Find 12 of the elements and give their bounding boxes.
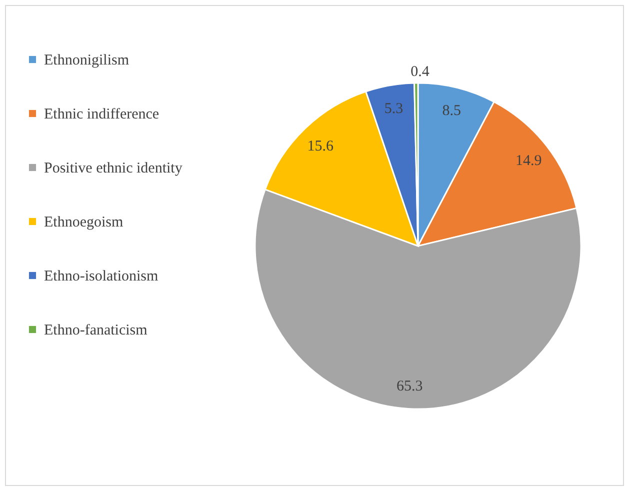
data-label: 8.5 [442,103,462,120]
legend-label: Ethnic indifference [44,106,160,122]
data-label: 14.9 [515,153,542,170]
legend-label: Ethnonigilism [44,52,130,68]
legend-label: Ethno-isolationism [44,268,158,284]
data-label: 5.3 [384,101,404,118]
data-label: 0.4 [410,64,430,80]
data-label: 65.3 [396,378,423,395]
legend-label: Positive ethnic identity [44,160,183,176]
legend-label: Ethnoegoism [44,214,124,230]
legend-label: Ethno-fanaticism [44,322,148,338]
data-label: 15.6 [307,138,334,155]
